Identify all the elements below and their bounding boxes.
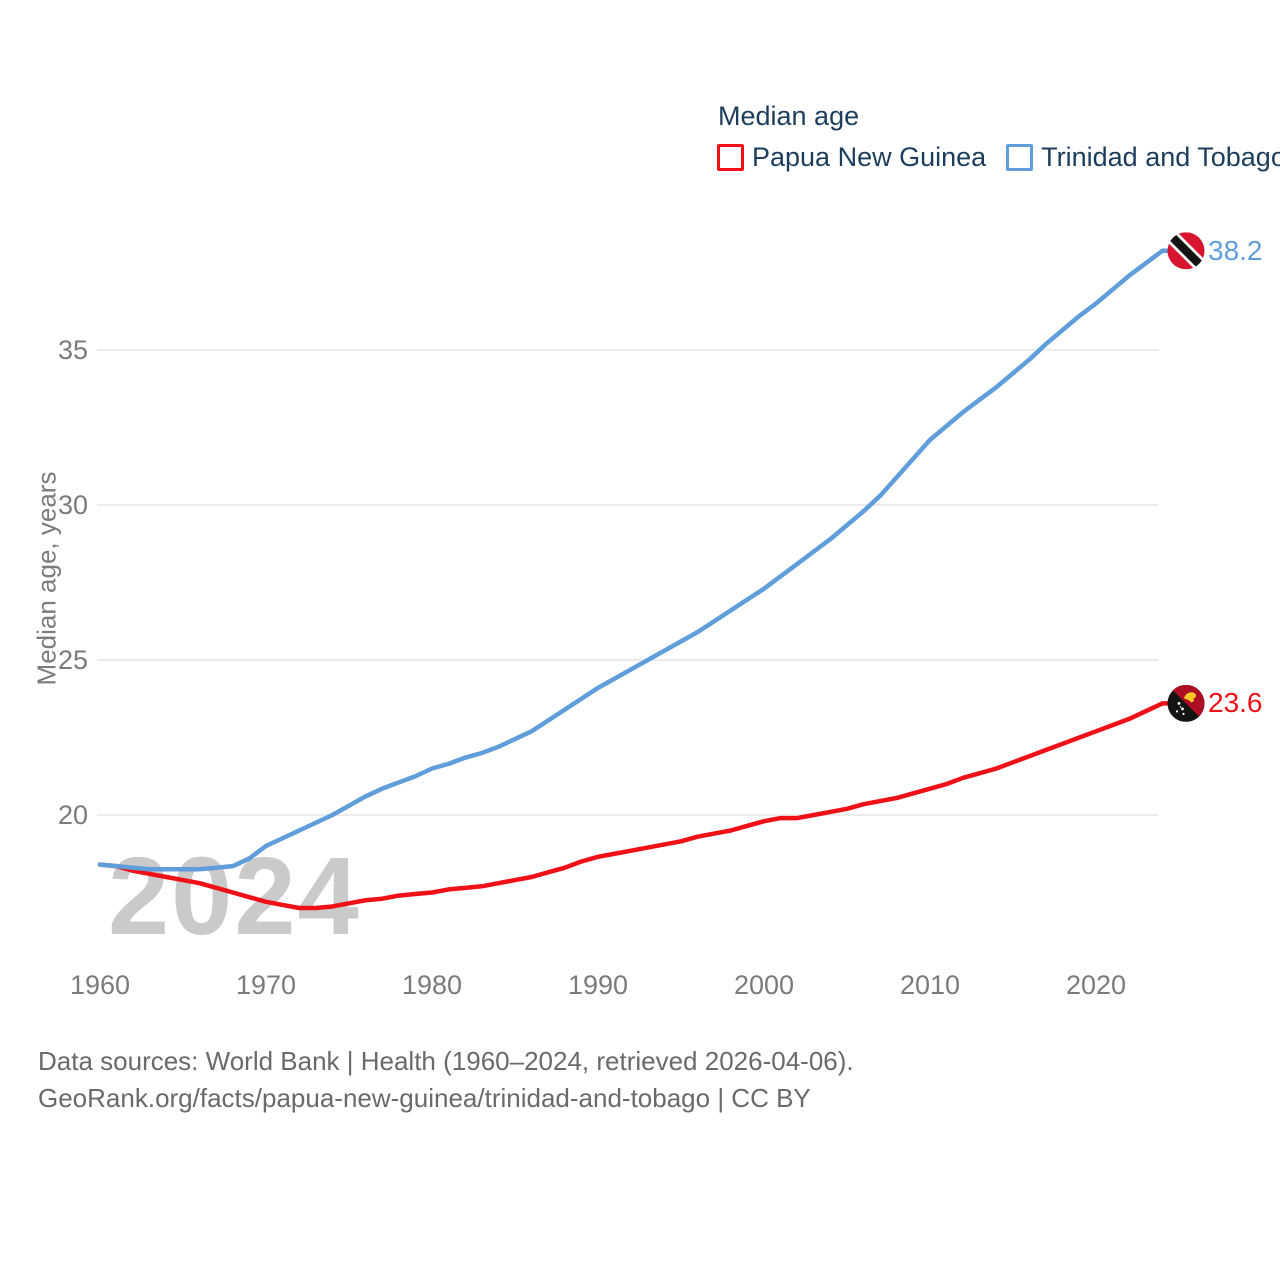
legend: Papua New Guinea Trinidad and Tobago — [717, 142, 1280, 173]
legend-item-papua-new-guinea[interactable]: Papua New Guinea — [717, 142, 986, 173]
legend-item-label: Papua New Guinea — [752, 142, 987, 172]
legend-item-label: Trinidad and Tobago — [1041, 142, 1280, 172]
legend-swatch-icon — [717, 144, 744, 171]
legend-swatch-icon — [1006, 144, 1034, 171]
year-watermark: 2024 — [108, 835, 361, 958]
papua-new-guinea-flag-icon — [1167, 684, 1205, 722]
legend-item-trinidad-and-tobago[interactable]: Trinidad and Tobago — [1006, 142, 1280, 173]
papua-new-guinea-line — [97, 701, 1175, 911]
trinidad-and-tobago-flag-icon — [1167, 232, 1205, 270]
trinidad-and-tobago-line — [97, 248, 1175, 872]
